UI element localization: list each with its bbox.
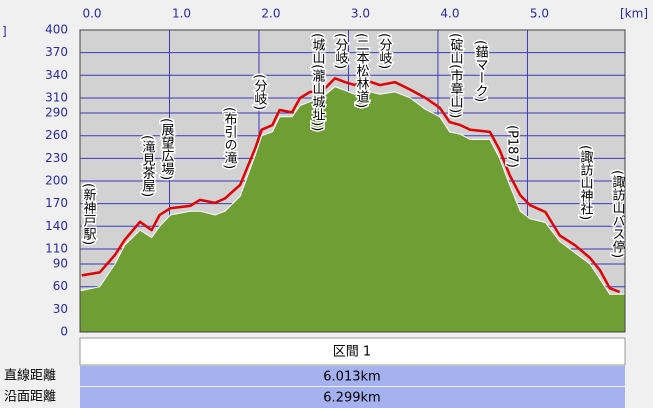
annotation: (分岐): [252, 74, 268, 110]
annotation: (展望広場): [159, 118, 175, 180]
row-label: 直線距離: [4, 368, 56, 384]
table-header-cell: [79, 337, 626, 366]
annotation: (新神戸駅): [81, 183, 97, 245]
y-tick-label: 60: [53, 279, 68, 293]
x-tick-label: 3.0: [351, 7, 370, 21]
x-tick-label: 4.0: [440, 7, 459, 21]
annotation: (諏訪山バス停): [610, 170, 626, 258]
y-tick-label: 30: [53, 302, 68, 316]
y-tick-label: 200: [45, 174, 68, 188]
y-tick-label: 90: [53, 257, 68, 271]
x-tick-label: 0.0: [82, 7, 101, 21]
y-tick-label: 310: [45, 90, 68, 104]
y-tick-label: 110: [45, 241, 68, 255]
y-tick-label: 370: [45, 45, 68, 59]
annotation: (諏訪山神社): [578, 145, 594, 220]
table-row: [80, 366, 625, 386]
annotation: (城山(瀧山城址)): [310, 33, 326, 131]
annotation: (布引の滝): [222, 107, 238, 169]
table-row: [80, 387, 625, 408]
y-tick-label: 340: [45, 68, 68, 82]
y-tick-label: 140: [45, 219, 68, 233]
x-tick-label: 1.0: [172, 7, 191, 21]
x-tick-label: 2.0: [261, 7, 280, 21]
y-tick-label: 290: [45, 106, 68, 120]
y-unit: ]: [2, 25, 7, 39]
annotation: (P187): [505, 125, 520, 168]
table-header: 区間 1: [333, 345, 371, 360]
annotation: (錨マーク): [473, 40, 489, 102]
row-label: 沿面距離: [4, 390, 56, 405]
terrain-area: [79, 86, 626, 333]
annotation: (二本松林道): [354, 33, 370, 108]
route-line: [81, 77, 621, 294]
annotation: (碇山(市章山)): [448, 33, 464, 118]
x-unit: [km]: [620, 7, 648, 21]
row-value: 6.013km: [323, 370, 380, 385]
y-tick-label: 400: [45, 23, 68, 37]
plot-border: [79, 29, 626, 333]
annotation: (分岐): [377, 33, 393, 69]
annotation: (滝見茶屋): [140, 135, 156, 197]
annotation: (分岐): [333, 33, 349, 69]
x-tick-label: 5.0: [530, 7, 549, 21]
y-tick-label: 0: [60, 325, 68, 339]
y-tick-label: 260: [45, 128, 68, 142]
y-tick-label: 230: [45, 151, 68, 165]
row-value: 6.299km: [323, 391, 380, 406]
y-tick-label: 170: [45, 196, 68, 210]
